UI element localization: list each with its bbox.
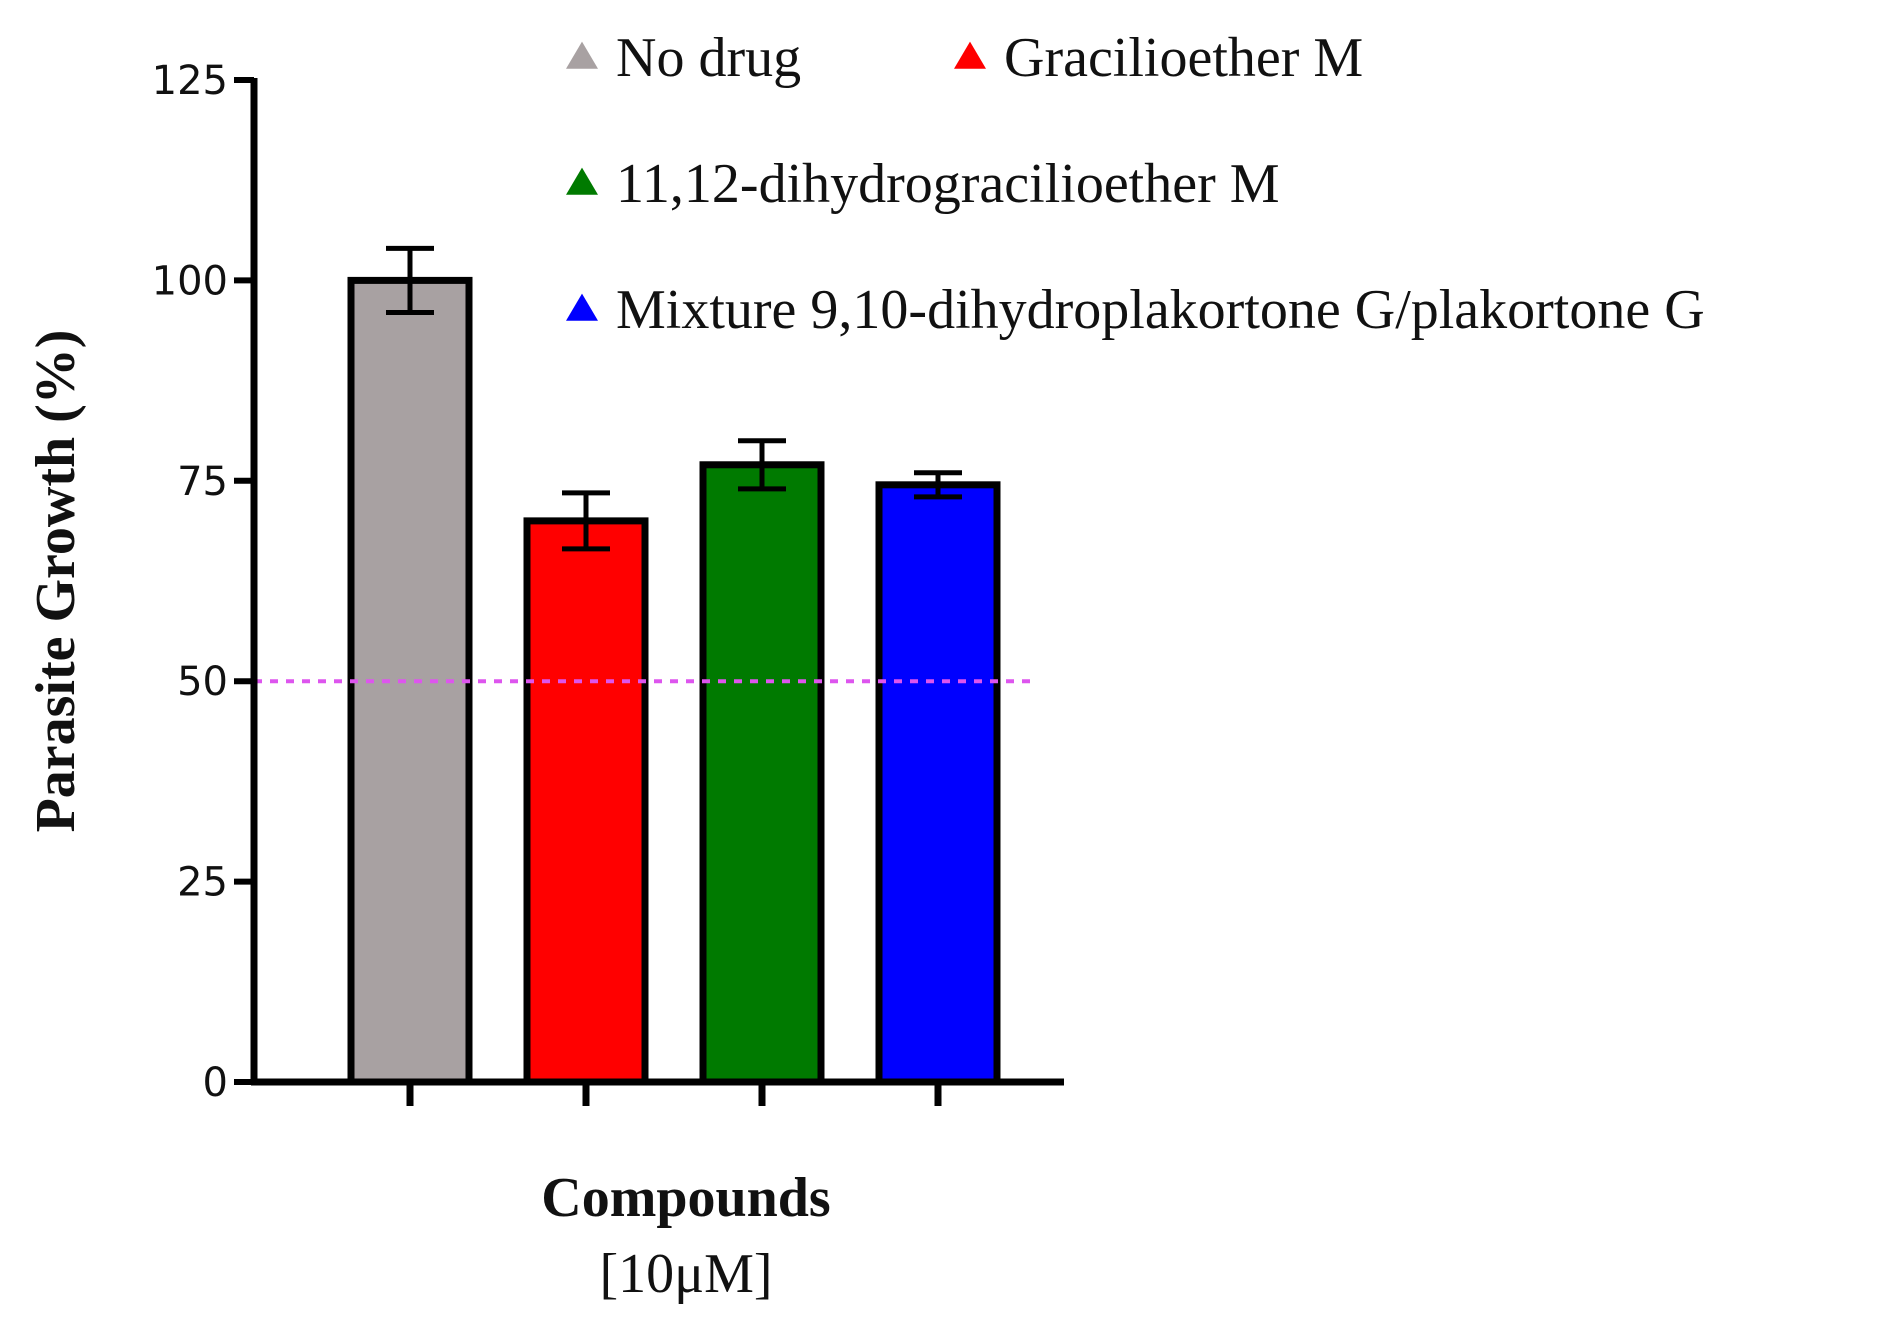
legend-label: No drug — [616, 27, 801, 89]
y-tick-label-25: 25 — [177, 860, 228, 906]
y-tick-label-50: 50 — [177, 659, 228, 705]
y-tick-label-0: 0 — [203, 1060, 228, 1106]
legend-item-4: Mixture 9,10-dihydroplakortone G/plakort… — [566, 279, 1705, 341]
legend-label: Gracilioether M — [1004, 27, 1363, 89]
bar-4 — [875, 481, 1001, 1086]
x-ticks-group — [406, 1082, 942, 1106]
axes-group — [250, 78, 1064, 1086]
y-axis-title: Parasite Growth (%) — [25, 330, 87, 833]
y-tick-label-100: 100 — [152, 258, 228, 304]
legend-label: Mixture 9,10-dihydroplakortone G/plakort… — [616, 279, 1705, 341]
x-axis-title-line1: Compounds — [541, 1167, 830, 1229]
error-bars-group — [386, 245, 962, 552]
bar-2 — [523, 517, 649, 1086]
legend-triangle-icon — [566, 167, 598, 195]
error-bar-2 — [562, 490, 610, 552]
error-bar-4 — [914, 470, 962, 500]
legend-item-3: 11,12-dihydrogracilioether M — [566, 153, 1280, 215]
legend-label: 11,12-dihydrogracilioether M — [616, 153, 1280, 215]
bar-3 — [699, 461, 825, 1086]
legend-triangle-icon — [954, 41, 986, 69]
legend-triangle-icon — [566, 41, 598, 69]
legend-item-2: Gracilioether M — [954, 27, 1363, 89]
legend: No drug Gracilioether M 11,12-dihydrograci… — [566, 27, 1705, 341]
legend-item-1: No drug — [566, 27, 801, 89]
y-tick-label-75: 75 — [177, 459, 228, 505]
error-bar-1 — [386, 245, 434, 315]
y-ticks-group: 0 25 50 75 100 125 — [152, 58, 254, 1106]
x-axis-title-line2: [10μM] — [599, 1243, 772, 1305]
y-tick-label-125: 125 — [152, 58, 228, 104]
legend-triangle-icon — [566, 293, 598, 321]
error-bar-3 — [738, 438, 786, 492]
